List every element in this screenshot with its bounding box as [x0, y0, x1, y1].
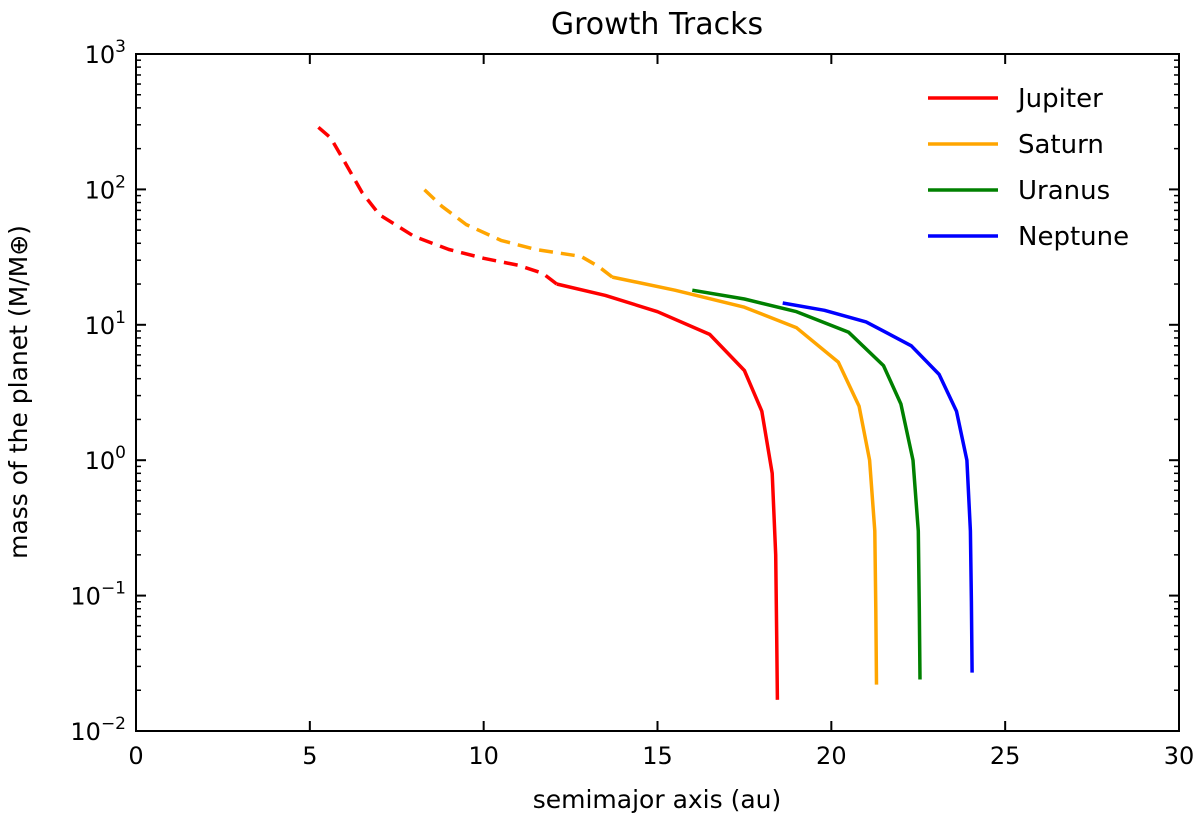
- x-tick-label: 0: [128, 742, 143, 770]
- y-tick-label: 10−1: [70, 579, 126, 611]
- x-axis-label: semimajor axis (au): [533, 785, 782, 814]
- x-tick-label: 25: [990, 742, 1021, 770]
- legend: Jupiter Saturn Uranus Neptune: [928, 84, 1129, 252]
- y-tick-label: 100: [85, 443, 126, 475]
- x-tick-label: 30: [1164, 742, 1195, 770]
- jupiter-track-solid: [556, 282, 780, 700]
- y-axis-ticks: 10−2 10−1 100 101 102 103: [70, 37, 1179, 746]
- y-tick-label: 102: [85, 172, 126, 204]
- legend-label-jupiter: Jupiter: [1016, 84, 1103, 114]
- legend-label-neptune: Neptune: [1018, 222, 1129, 252]
- x-tick-label: 10: [468, 742, 499, 770]
- legend-label-saturn: Saturn: [1018, 130, 1104, 160]
- neptune-track-solid: [782, 301, 974, 673]
- uranus-track-solid: [692, 288, 922, 680]
- y-axis-label: mass of the planet (M/M⊕): [4, 225, 33, 559]
- x-tick-label: 20: [816, 742, 847, 770]
- x-tick-label: 5: [302, 742, 317, 770]
- y-tick-label: 103: [85, 37, 126, 69]
- x-tick-label: 15: [642, 742, 673, 770]
- y-tick-label: 10−2: [70, 714, 126, 746]
- legend-label-uranus: Uranus: [1018, 176, 1110, 206]
- chart-title: Growth Tracks: [551, 7, 763, 42]
- plot-lines: [312, 121, 974, 700]
- y-tick-label: 101: [85, 308, 126, 340]
- saturn-track-dashed: [419, 185, 614, 279]
- saturn-track-solid: [611, 275, 879, 685]
- x-axis-ticks: 0 5 10 15 20 25 30: [128, 54, 1194, 770]
- jupiter-track-dashed: [312, 121, 558, 286]
